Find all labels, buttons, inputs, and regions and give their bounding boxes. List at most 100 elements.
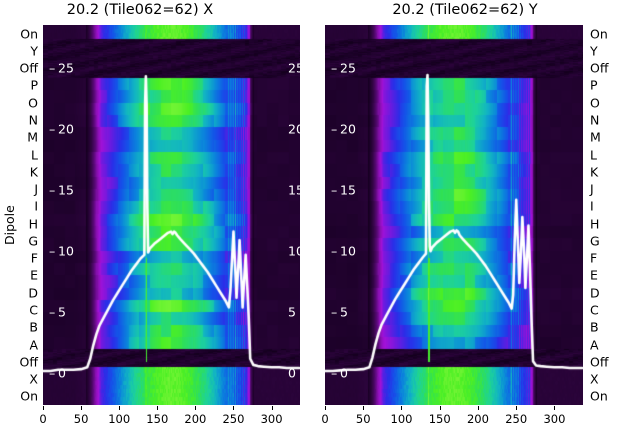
x-tick-mark-x-300 [271, 406, 273, 410]
dipole-label-left-I: I [34, 198, 38, 214]
dipole-label-right-O: O [590, 95, 600, 111]
panel-y-plot-area [325, 25, 583, 405]
y-tick-inner-label: 15 [58, 182, 74, 198]
y-tick-right-clipped-25: 25 [288, 60, 302, 76]
dipole-label-left-O: O [28, 95, 38, 111]
y-tick-right-clipped-10: 10 [288, 243, 302, 259]
dipole-label-right-H: H [590, 216, 600, 232]
dipole-label-left-N: N [28, 112, 38, 128]
x-tick-label-y-0: 0 [321, 412, 329, 426]
y-tick-inner-label: 0 [340, 365, 348, 381]
tick-dash: – [331, 304, 338, 320]
dipole-label-right-L: L [590, 147, 597, 163]
dipole-label-right-K: K [590, 164, 599, 180]
tick-dash: – [331, 60, 338, 76]
dipole-label-right-G: G [590, 233, 600, 249]
x-tick-label-x-200: 200 [184, 412, 207, 426]
y-tick-inner-x-25: –25 [49, 60, 74, 75]
x-tick-mark-x-150 [157, 406, 159, 410]
x-tick-label-y-150: 150 [428, 412, 451, 426]
dipole-label-left-B: B [29, 319, 38, 335]
dipole-label-right-A: A [590, 337, 599, 353]
y-tick-right-clipped-15: 15 [288, 182, 302, 198]
y-tick-inner-label: 20 [58, 121, 74, 137]
x-tick-label-x-100: 100 [108, 412, 131, 426]
dipole-label-right-M: M [590, 129, 601, 145]
tick-dash: – [331, 365, 338, 381]
dipole-label-left-On: On [20, 26, 38, 42]
dipole-label-left-H: H [28, 216, 38, 232]
x-tick-mark-x-0 [43, 406, 44, 410]
dipole-label-right-Y: Y [590, 43, 598, 59]
x-tick-mark-y-250 [516, 406, 518, 410]
y-tick-inner-label: 5 [58, 304, 66, 320]
x-tick-label-x-250: 250 [222, 412, 245, 426]
y-tick-inner-y-5: –5 [331, 305, 348, 320]
panel-x-plot-area [43, 25, 300, 405]
x-tick-label-x-0: 0 [39, 412, 47, 426]
dipole-label-right-F: F [590, 250, 598, 266]
dipole-label-left-M: M [27, 129, 38, 145]
tick-dash: – [49, 60, 56, 76]
dipole-label-right-Off: Off [590, 60, 609, 76]
y-tick-inner-y-15: –15 [331, 183, 356, 198]
dipole-label-right-P: P [590, 77, 598, 93]
dipole-label-left-Y: Y [30, 43, 38, 59]
y-tick-inner-label: 25 [340, 60, 356, 76]
y-tick-right-clipped-0: 0 [288, 365, 296, 381]
dipole-label-left-F: F [30, 250, 38, 266]
x-tick-label-y-250: 250 [505, 412, 528, 426]
x-tick-label-x-150: 150 [146, 412, 169, 426]
x-tick-mark-y-300 [554, 406, 556, 410]
y-tick-inner-label: 25 [58, 60, 74, 76]
x-tick-mark-y-200 [477, 406, 479, 410]
panel-x-title: 20.2 (Tile062=62) X [66, 2, 214, 18]
panel-x-heatmap [43, 25, 300, 405]
tick-dash: – [49, 182, 56, 198]
y-tick-inner-label: 15 [340, 182, 356, 198]
panel-y-title: 20.2 (Tile062=62) Y [392, 2, 538, 18]
x-tick-mark-x-50 [81, 406, 83, 410]
y-tick-inner-y-20: –20 [331, 121, 356, 136]
tick-dash: – [49, 121, 56, 137]
y-tick-inner-label: 10 [340, 243, 356, 259]
x-tick-label-y-50: 50 [355, 412, 371, 426]
dipole-label-left-P: P [30, 77, 38, 93]
dipole-label-left-Off: Off [19, 60, 38, 76]
dipole-label-left-X: X [29, 371, 38, 387]
dipole-label-right-X: X [590, 371, 599, 387]
x-tick-label-x-50: 50 [73, 412, 89, 426]
x-tick-mark-y-0 [325, 406, 326, 410]
dipole-label-right-Off: Off [590, 354, 609, 370]
y-tick-inner-x-0: –0 [49, 366, 66, 381]
dipole-label-left-On: On [20, 388, 38, 404]
tick-dash: – [49, 243, 56, 259]
dipole-label-right-C: C [590, 302, 599, 318]
dipole-label-left-Off: Off [19, 354, 38, 370]
dipole-label-right-B: B [590, 319, 599, 335]
y-tick-inner-label: 20 [340, 121, 356, 137]
dipole-label-right-J: J [590, 181, 594, 197]
panel-x: 20.2 (Tile062=62) X [43, 2, 300, 405]
dipole-label-right-I: I [590, 198, 594, 214]
dipole-label-right-On: On [590, 26, 608, 42]
dipole-label-right-N: N [590, 112, 600, 128]
y-tick-inner-x-15: –15 [49, 183, 74, 198]
x-tick-mark-y-50 [363, 406, 365, 410]
panel-y-heatmap [325, 25, 583, 405]
tick-dash: – [49, 304, 56, 320]
dipole-label-right-On: On [590, 388, 608, 404]
y-tick-right-clipped-5: 5 [288, 304, 296, 320]
x-tick-mark-y-150 [439, 406, 441, 410]
y-tick-inner-y-25: –25 [331, 60, 356, 75]
dipole-label-left-G: G [28, 233, 38, 249]
dipole-label-right-D: D [590, 285, 600, 301]
tick-dash: – [331, 182, 338, 198]
y-tick-inner-x-5: –5 [49, 305, 66, 320]
panel-y: 20.2 (Tile062=62) Y [320, 0, 640, 440]
x-tick-label-x-300: 300 [260, 412, 283, 426]
x-tick-label-y-300: 300 [543, 412, 566, 426]
dipole-label-left-D: D [28, 285, 38, 301]
y-tick-right-clipped-20: 20 [288, 121, 302, 137]
